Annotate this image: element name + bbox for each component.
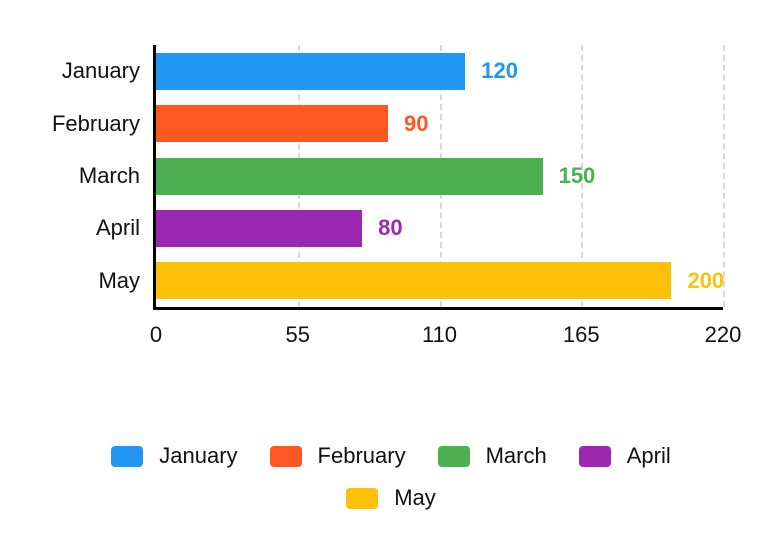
legend-item-february[interactable]: February <box>269 443 406 469</box>
y-axis-labels: January February March April May <box>0 45 140 307</box>
plot-area: 120 90 150 80 200 <box>153 45 725 310</box>
gridline <box>581 45 584 307</box>
bar-row: 200 <box>156 255 725 307</box>
legend: January February March April May <box>81 443 701 512</box>
bar-row: 90 <box>156 97 723 149</box>
y-axis-label: April <box>95 215 140 241</box>
bars-layer: 120 90 150 80 200 <box>156 45 725 307</box>
legend-label: March <box>485 443 547 468</box>
y-axis-label: February <box>51 110 140 136</box>
x-axis-tick-label: 220 <box>704 322 742 347</box>
legend-swatch <box>578 445 611 467</box>
gridline <box>723 45 725 307</box>
bar-february <box>156 105 388 143</box>
bar-march <box>156 157 543 195</box>
legend-label: May <box>394 485 436 511</box>
bar-value-label: 120 <box>481 58 518 84</box>
bar-january <box>156 52 466 90</box>
x-axis-tick-label: 55 <box>285 322 310 347</box>
x-axis-tick-label: 0 <box>149 322 163 347</box>
legend-item-march[interactable]: March <box>437 443 547 469</box>
legend-item-january[interactable]: January <box>111 443 238 469</box>
legend-item-may[interactable]: May <box>346 485 436 511</box>
bar-may <box>156 262 672 300</box>
x-axis-tick-labels: 0 55 110 165 220 <box>150 322 741 350</box>
y-axis-line <box>153 45 156 310</box>
x-axis-tick-label: 110 <box>421 322 458 347</box>
x-axis-tick-label: 165 <box>562 322 600 347</box>
bar-row: 120 <box>156 45 723 97</box>
bar-value-label: 150 <box>558 163 596 189</box>
bar-row: 150 <box>156 150 723 202</box>
bar-value-label: 200 <box>687 267 725 293</box>
bar-value-label: 80 <box>378 215 403 241</box>
legend-swatch <box>346 488 379 510</box>
legend-swatch <box>269 445 302 467</box>
y-axis-label: May <box>98 267 140 293</box>
y-axis-label: January <box>61 58 140 84</box>
y-axis-label: March <box>78 163 140 189</box>
bar-value-label: 90 <box>403 110 429 136</box>
bar-april <box>156 209 363 247</box>
legend-item-april[interactable]: April <box>578 443 671 469</box>
x-axis-line <box>153 307 723 310</box>
legend-swatch <box>437 445 470 467</box>
legend-label: January <box>159 443 238 468</box>
legend-swatch <box>111 445 144 467</box>
legend-label: April <box>626 443 671 468</box>
bar-row: 80 <box>156 202 723 254</box>
legend-label: February <box>317 443 406 468</box>
